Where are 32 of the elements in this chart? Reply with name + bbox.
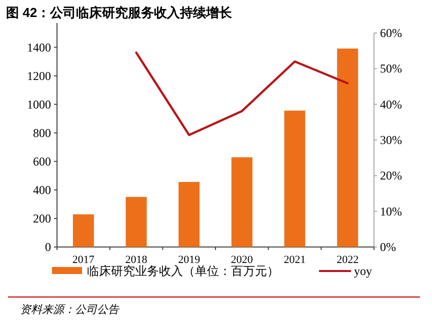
bar <box>337 48 358 247</box>
y-tick-label: 1200 <box>27 68 51 83</box>
y2-tick-label: 30% <box>380 133 402 147</box>
text: 资料来源：公司公告 <box>20 303 120 316</box>
bar <box>231 157 252 247</box>
y2-tick-label: 60% <box>380 26 402 40</box>
line-series <box>135 52 349 136</box>
legend-label: yoy <box>354 264 372 278</box>
y2-tick-label: 10% <box>380 204 402 218</box>
y2-tick-label: 0% <box>380 240 396 254</box>
bar <box>72 214 94 247</box>
y2-tick-label: 50% <box>380 62 402 76</box>
bar <box>126 196 147 247</box>
y-tick-label: 0 <box>45 240 51 254</box>
x-tick-label: 2017 <box>72 254 95 266</box>
y-tick-label: 400 <box>33 182 51 197</box>
bar <box>284 110 306 247</box>
y-tick-label: 200 <box>33 211 51 226</box>
x-tick-label: 2021 <box>284 254 306 266</box>
y2-tick-label: 40% <box>380 97 402 112</box>
chart-title: 图 42：公司临床研究服务收入持续增长 <box>6 5 234 20</box>
legend-label: 临床研究业务收入（单位：百万元） <box>87 264 279 278</box>
x-tick-label: 2019 <box>178 254 201 266</box>
x-tick-label: 2020 <box>230 254 254 266</box>
x-tick-label: 2022 <box>336 254 359 266</box>
y2-tick-label: 20% <box>380 168 402 183</box>
y-tick-label: 1000 <box>27 97 51 112</box>
y-tick-label: 800 <box>33 126 51 140</box>
bar <box>178 182 200 247</box>
y-tick-label: 1400 <box>27 40 51 54</box>
x-tick-label: 2018 <box>125 254 148 266</box>
y-tick-label: 600 <box>33 154 51 168</box>
